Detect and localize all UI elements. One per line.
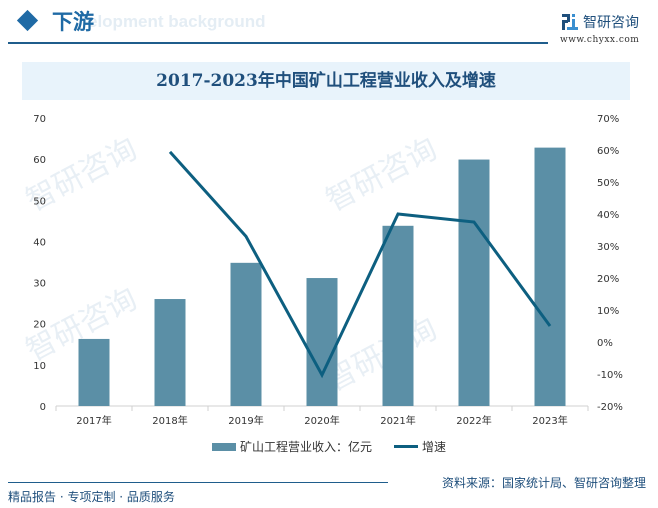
legend-line-swatch [394,445,418,448]
y-left-tick: 20 [33,320,46,331]
legend-item-revenue: 矿山工程营业收入：亿元 [211,438,372,455]
x-tick: 2022年 [456,414,491,427]
chart-title: 2017-2023年中国矿山工程营业收入及增速 [156,71,496,91]
footer-tagline: 精品报告 · 专项定制 · 品质服务 [8,490,175,504]
bar [230,262,262,406]
x-tick: 2020年 [304,414,339,427]
logo-icon [562,14,578,30]
y-left-tick: 50 [33,196,46,207]
legend-item-growth: 增速 [394,438,446,455]
y-left-tick: 10 [33,361,46,372]
chart-area: 0 10 20 30 40 50 60 70 -20% -10% 0% 10% 20% 30% 40% 50%… [33,114,623,427]
footer-divider [8,482,388,483]
legend: 矿山工程营业收入：亿元 增速 [0,438,658,455]
x-tick: 2017年 [76,414,111,427]
section-title: 下游 [52,9,94,34]
x-tick: 2018年 [152,414,187,427]
x-tick: 2019年 [228,414,263,427]
logo-text: 智研咨询 [583,15,639,31]
legend-bar-label: 矿山工程营业收入：亿元 [239,440,372,454]
bar [382,225,414,406]
bar [534,147,566,406]
y-right-tick: 50% [597,178,619,189]
y-left-tick: 30 [33,279,46,290]
bar [78,338,110,406]
x-tick: 2023年 [532,414,567,427]
y-right-tick: 20% [597,274,619,285]
section-subtitle: elopment background [88,12,266,31]
divider [8,42,548,44]
y-right-tick: 70% [597,114,619,125]
logo-url: www.chyxx.com [560,35,640,45]
y-right-tick: 40% [597,210,619,221]
y-right-tick: -10% [597,370,623,381]
x-tick: 2021年 [380,414,415,427]
legend-line-label: 增速 [422,440,447,454]
source-note: 资料来源：国家统计局、智研咨询整理 [441,476,646,490]
header: elopment background 下游 智研咨询 www.chyxx.co… [0,0,658,50]
bar [458,159,490,406]
y-left-tick: 60 [33,155,46,166]
chart-title-band: 2017-2023年中国矿山工程营业收入及增速 [22,62,630,100]
y-left-tick: 70 [33,114,46,125]
y-right-tick: 0% [597,338,613,349]
y-left-tick: 40 [33,237,46,248]
growth-line [168,150,552,379]
y-right-tick: 10% [597,306,619,317]
brand-logo: 智研咨询 [562,12,639,32]
y-right-tick: 60% [597,146,619,157]
y-right-tick: 30% [597,242,619,253]
bar [306,278,338,406]
y-left-tick: 0 [40,402,46,413]
diamond-icon [16,9,39,32]
y-right-tick: -20% [597,402,623,413]
legend-bar-swatch [211,442,236,451]
bar [154,299,186,406]
